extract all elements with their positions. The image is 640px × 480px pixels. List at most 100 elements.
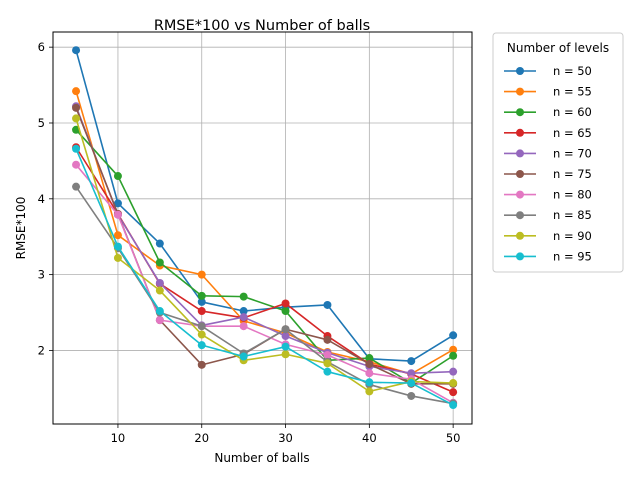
data-point xyxy=(113,253,122,262)
data-point xyxy=(323,367,332,376)
data-point xyxy=(197,291,206,300)
data-point xyxy=(281,325,290,334)
y-tick-label: 4 xyxy=(38,192,45,206)
x-axis-label: Number of balls xyxy=(214,451,309,465)
legend-swatch-marker xyxy=(516,128,524,137)
legend-item: n = 60 xyxy=(504,105,592,119)
data-point xyxy=(407,379,416,388)
y-tick-label: 5 xyxy=(38,116,45,130)
legend-swatch-marker xyxy=(516,231,524,240)
legend-swatch-marker xyxy=(516,108,524,117)
data-point xyxy=(281,332,290,341)
data-point xyxy=(113,231,122,240)
legend-item: n = 80 xyxy=(504,188,592,202)
x-tick-label: 50 xyxy=(446,431,461,445)
x-tick-label: 30 xyxy=(278,431,293,445)
data-point xyxy=(72,46,81,55)
data-point xyxy=(155,278,164,287)
legend-label: n = 75 xyxy=(553,167,592,181)
legend-swatch-marker xyxy=(516,190,524,199)
data-point xyxy=(449,331,458,340)
series-line xyxy=(75,148,454,406)
legend-label: n = 50 xyxy=(553,64,592,78)
data-point xyxy=(323,359,332,368)
data-point xyxy=(155,307,164,316)
data-point xyxy=(407,391,416,400)
data-point xyxy=(197,322,206,331)
data-point xyxy=(239,292,248,301)
legend-item: n = 50 xyxy=(504,64,592,78)
legend-item: n = 95 xyxy=(504,249,592,263)
series-1 xyxy=(72,46,458,366)
series-line xyxy=(75,90,454,375)
series-8 xyxy=(72,182,458,408)
y-tick-label: 3 xyxy=(38,268,45,282)
series-line xyxy=(75,106,454,374)
data-point xyxy=(155,316,164,325)
data-point xyxy=(365,360,374,369)
plot-area xyxy=(52,31,473,425)
legend-label: n = 70 xyxy=(553,146,592,160)
y-axis-ticks: 2 3 4 5 6 xyxy=(38,40,53,357)
x-tick-label: 40 xyxy=(362,431,377,445)
legend-swatch-marker xyxy=(516,170,524,178)
x-tick-label: 10 xyxy=(111,431,126,445)
data-point xyxy=(72,160,81,169)
series-line xyxy=(75,164,454,404)
data-point xyxy=(197,341,206,350)
legend-item: n = 85 xyxy=(504,208,592,222)
legend-swatch-marker xyxy=(516,67,524,75)
data-point xyxy=(113,242,122,251)
data-point xyxy=(449,351,458,360)
data-point xyxy=(281,342,290,351)
series-group xyxy=(72,46,458,410)
y-tick-label: 2 xyxy=(38,343,45,357)
legend-items: n = 50 n = 55 n = 60 n = 65 n = 70 n = 75 n = … xyxy=(504,64,592,263)
series-10 xyxy=(72,144,458,410)
data-point xyxy=(197,360,206,369)
legend-item: n = 70 xyxy=(504,146,592,160)
data-point xyxy=(449,379,458,388)
data-point xyxy=(323,335,332,344)
legend-label: n = 95 xyxy=(553,249,592,263)
data-point xyxy=(281,307,290,316)
legend-label: n = 90 xyxy=(553,229,592,243)
data-point xyxy=(281,350,290,359)
data-point xyxy=(449,401,458,410)
data-point xyxy=(407,369,416,378)
data-point xyxy=(407,357,416,366)
legend-item: n = 75 xyxy=(504,167,592,181)
series-4 xyxy=(72,143,458,397)
data-point xyxy=(239,313,248,322)
y-tick-label: 6 xyxy=(38,40,45,54)
data-point xyxy=(197,330,206,339)
data-point xyxy=(155,239,164,248)
data-point xyxy=(365,369,374,378)
legend-swatch-marker xyxy=(516,252,524,261)
data-point xyxy=(449,388,458,397)
data-point xyxy=(239,322,248,331)
legend-label: n = 80 xyxy=(553,188,592,202)
chart-title: RMSE*100 vs Number of balls xyxy=(154,18,370,34)
legend-swatch-marker xyxy=(516,149,524,158)
data-point xyxy=(72,114,81,123)
legend-label: n = 65 xyxy=(553,126,592,140)
data-point xyxy=(365,378,374,387)
legend-label: n = 55 xyxy=(553,85,592,99)
series-line xyxy=(75,49,454,362)
legend-frame xyxy=(492,32,624,273)
y-axis-label: RMSE*100 xyxy=(14,197,28,260)
data-point xyxy=(72,182,81,191)
data-point xyxy=(323,351,332,360)
legend-title: Number of levels xyxy=(507,41,609,55)
x-tick-label: 20 xyxy=(194,431,209,445)
data-point xyxy=(281,299,290,308)
series-line xyxy=(75,129,454,384)
data-point xyxy=(113,210,122,219)
data-point xyxy=(449,345,458,354)
legend: Number of levels n = 50 n = 55 n = 60 n = 6… xyxy=(492,32,624,273)
x-axis-ticks: 10 20 30 40 50 xyxy=(111,424,461,445)
data-point xyxy=(155,286,164,295)
legend-label: n = 85 xyxy=(553,208,592,222)
